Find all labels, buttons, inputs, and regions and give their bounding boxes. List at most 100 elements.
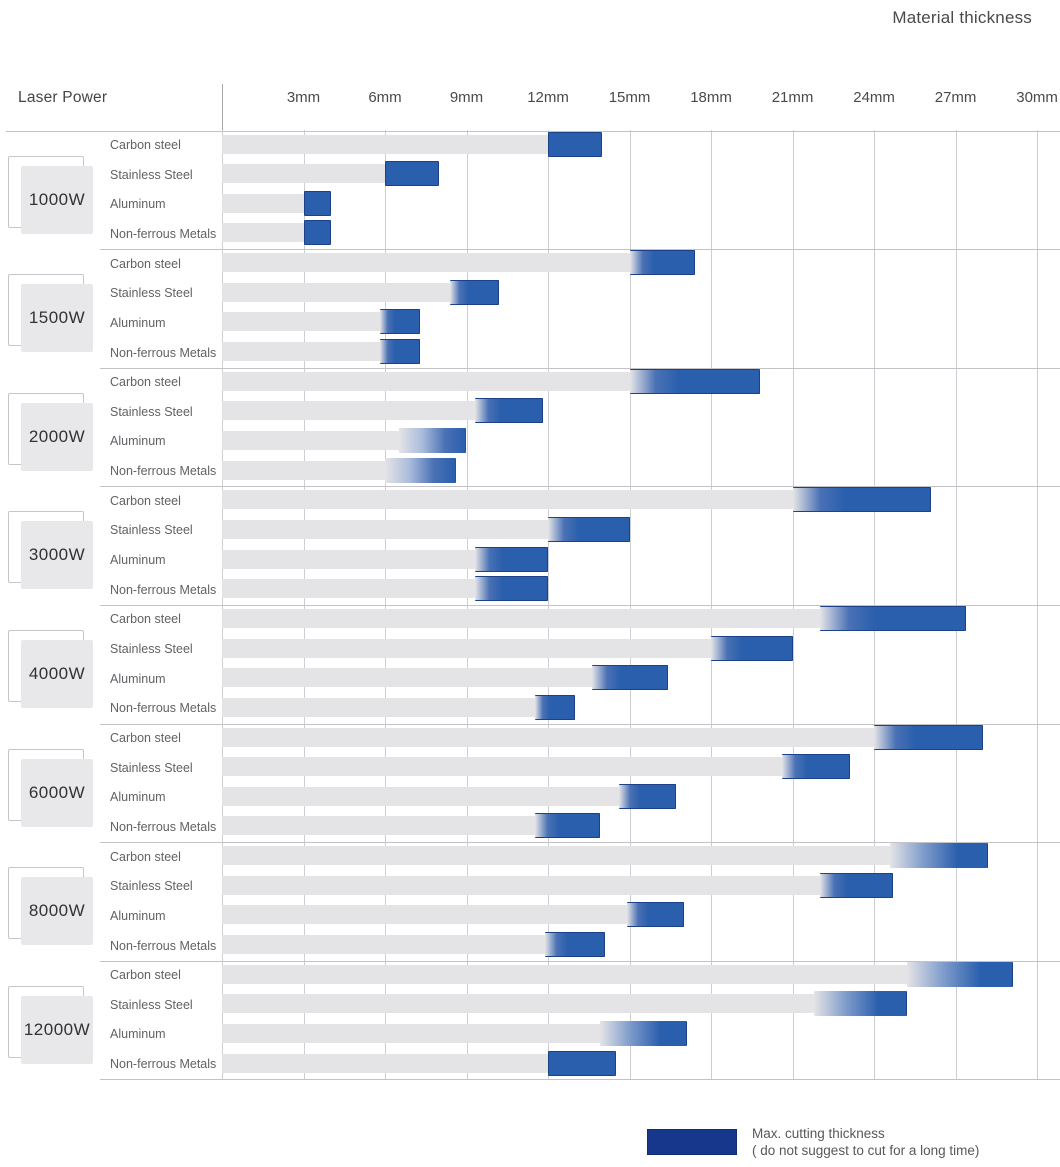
max-cutting-thickness-bar (711, 635, 793, 661)
power-group-3000W: 3000W Carbon steel Stainless Steel Aluminum… (0, 486, 1060, 605)
power-label: 2000W (21, 402, 93, 471)
power-label: 1000W (21, 165, 93, 234)
cutting-range-bar (222, 757, 782, 777)
cutting-range-bar (222, 668, 592, 688)
max-cutting-thickness-bar (591, 665, 668, 691)
material-label: Aluminum (110, 790, 166, 805)
material-label: Carbon steel (110, 493, 181, 508)
material-label: Non-ferrous Metals (110, 819, 217, 834)
gridline-6mm (385, 130, 386, 1080)
cutting-range-bar (222, 638, 712, 658)
x-axis-tick-label: 6mm (368, 89, 402, 106)
max-cutting-thickness-bar (303, 220, 331, 246)
gridline-24mm (874, 130, 876, 1080)
material-label: Stainless Steel (110, 167, 193, 182)
power-group-1000W: 1000W Carbon steel Stainless Steel Aluminum… (0, 131, 1060, 250)
cutting-range-bar (222, 964, 907, 984)
max-cutting-thickness-bar (385, 457, 456, 483)
x-axis-tick-label: 18mm (690, 89, 732, 106)
max-cutting-thickness-bar (545, 932, 606, 958)
group-separator (100, 486, 1060, 488)
material-label: Carbon steel (110, 612, 181, 627)
y-axis-line (222, 84, 223, 130)
group-separator (100, 249, 1060, 251)
material-label: Aluminum (110, 1027, 166, 1042)
group-separator (100, 367, 1060, 369)
material-label: Aluminum (110, 434, 166, 449)
material-label: Aluminum (110, 908, 166, 923)
power-group-4000W: 4000W Carbon steel Stainless Steel Aluminum… (0, 605, 1060, 724)
max-cutting-thickness-bar (599, 1020, 687, 1046)
x-axis-tick-label: 24mm (853, 89, 895, 106)
cutting-range-bar (222, 816, 535, 836)
max-cutting-thickness-bar (398, 427, 467, 453)
max-cutting-thickness-bar (819, 605, 967, 631)
cutting-range-bar (222, 193, 304, 213)
power-group-1500W: 1500W Carbon steel Stainless Steel Aluminum… (0, 249, 1060, 368)
max-cutting-thickness-bar (303, 190, 331, 216)
material-label: Non-ferrous Metals (110, 938, 217, 953)
power-group-8000W: 8000W Carbon steel Stainless Steel Aluminum… (0, 842, 1060, 961)
max-cutting-thickness-bar (792, 487, 932, 513)
cutting-range-bar (222, 164, 385, 184)
power-label: 12000W (21, 995, 93, 1064)
material-label: Non-ferrous Metals (110, 1057, 217, 1072)
max-cutting-thickness-bar (385, 161, 440, 187)
material-label: Carbon steel (110, 138, 181, 152)
x-axis-tick-label: 15mm (608, 89, 651, 106)
max-cutting-thickness-bar (474, 576, 549, 602)
cutting-range-bar (222, 282, 451, 302)
gridline-21mm (792, 130, 794, 1080)
material-label: Aluminum (110, 671, 166, 686)
max-cutting-thickness-bar (474, 398, 543, 424)
material-label: Stainless Steel (110, 997, 193, 1012)
cutting-range-bar (222, 430, 399, 450)
cutting-range-bar (222, 253, 630, 273)
power-group-2000W: 2000W Carbon steel Stainless Steel Aluminum… (0, 368, 1060, 487)
group-separator (100, 1079, 1060, 1081)
cutting-range-bar (222, 490, 793, 510)
material-label: Carbon steel (110, 256, 181, 271)
gridline-0mm (222, 130, 223, 1080)
power-label: 1500W (21, 284, 93, 353)
material-label: Carbon steel (110, 731, 181, 745)
max-cutting-thickness-bar (890, 843, 989, 869)
max-cutting-thickness-bar (629, 250, 695, 276)
cutting-range-bar (222, 401, 475, 421)
legend-label-line2: ( do not suggest to cut for a long time) (752, 1143, 980, 1158)
material-label: Aluminum (110, 197, 166, 212)
cutting-range-bar (222, 697, 535, 717)
gridline-3mm (303, 130, 305, 1080)
cutting-range-bar (222, 608, 820, 628)
cutting-range-bar (222, 846, 891, 866)
material-label: Aluminum (110, 553, 166, 568)
power-label: 6000W (21, 758, 93, 827)
max-cutting-thickness-bar (629, 368, 760, 394)
x-axis-tick-label: 21mm (771, 89, 814, 106)
gridline-18mm (711, 130, 713, 1080)
x-axis-tick-label: 30mm (1016, 89, 1058, 106)
cutting-range-bar (222, 579, 475, 599)
max-cutting-thickness-bar (534, 694, 576, 720)
gridline-27mm (955, 130, 957, 1080)
legend-max-thickness-swatch (647, 1129, 737, 1155)
material-label: Non-ferrous Metals (110, 464, 217, 479)
x-axis-tick-label: 12mm (527, 89, 569, 106)
max-cutting-thickness-bar (874, 724, 983, 750)
material-label: Non-ferrous Metals (110, 345, 217, 360)
cutting-range-bar (222, 1023, 600, 1043)
gridline-12mm (548, 130, 549, 1080)
cutting-range-bar (222, 935, 546, 955)
cutting-range-bar (222, 727, 875, 747)
power-label: 3000W (21, 521, 93, 590)
y-axis-label: Laser Power (18, 89, 108, 106)
max-cutting-thickness-bar (379, 339, 421, 365)
max-cutting-thickness-bar (548, 1050, 616, 1076)
cutting-range-bar (222, 342, 380, 362)
gridline-30mm (1037, 130, 1039, 1080)
max-cutting-thickness-bar (534, 813, 600, 839)
group-separator (100, 842, 1060, 844)
max-cutting-thickness-bar (474, 546, 549, 572)
cutting-range-bar (222, 994, 815, 1014)
cutting-range-bar (222, 519, 548, 539)
